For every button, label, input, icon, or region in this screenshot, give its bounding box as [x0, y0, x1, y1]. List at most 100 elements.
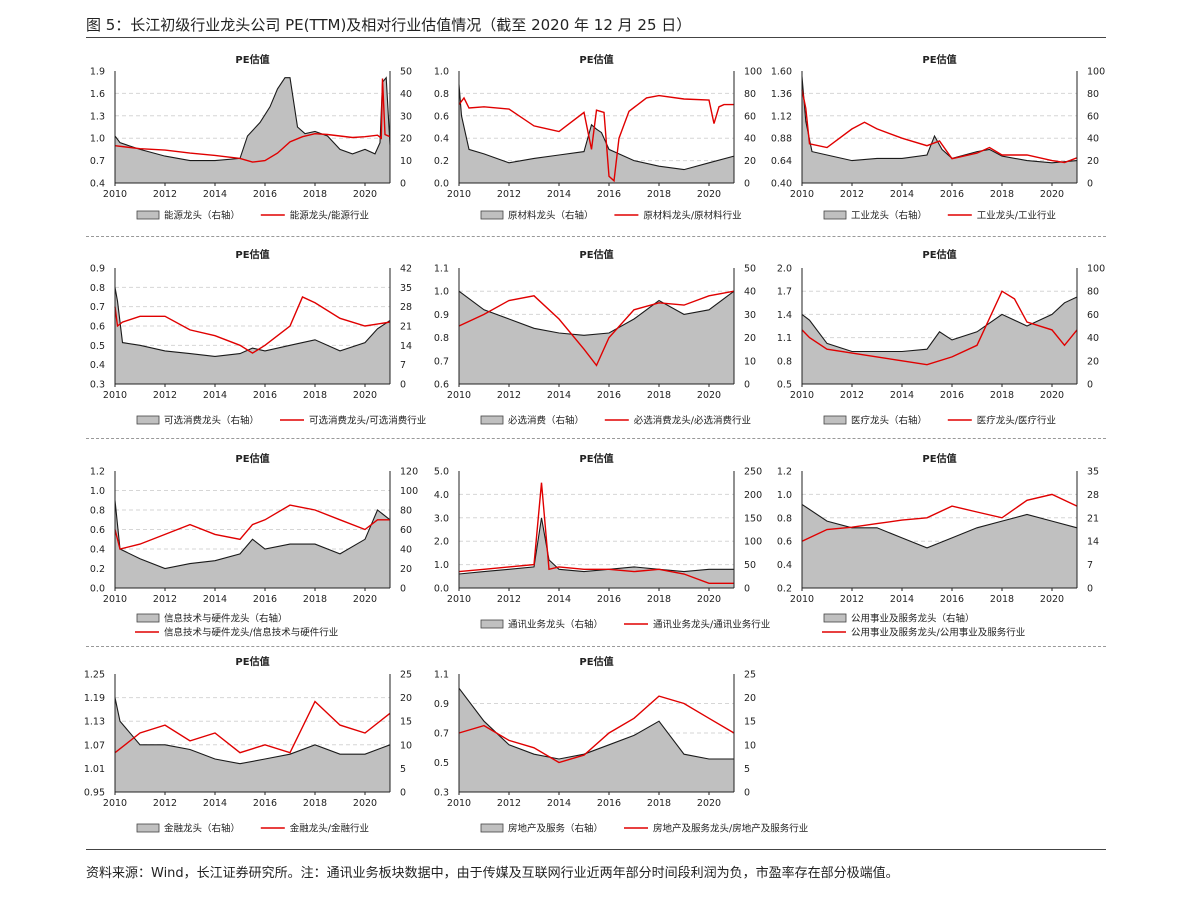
y-right-tick-label: 0	[744, 179, 750, 190]
y-left-tick-label: 1.01	[84, 764, 105, 775]
y-right-tick-label: 60	[1087, 310, 1099, 321]
y-left-tick-label: 1.60	[771, 67, 792, 78]
x-tick-label: 2016	[940, 390, 964, 401]
y-left-tick-label: 0.7	[90, 156, 105, 167]
legend-label: 可选消费龙头/可选消费行业	[309, 415, 426, 427]
y-right-tick-label: 40	[1087, 333, 1099, 344]
chart-panel: PE估值 0.6 0.7 0.8 0.9 1.0 1.1 0 10 20 30 40 50 2010 201…	[434, 248, 756, 427]
y-right-tick-label: 21	[1087, 513, 1099, 524]
legend-swatch-area	[136, 210, 160, 220]
y-right-tick-label: 10	[744, 740, 756, 751]
y-left-tick-label: 0.4	[90, 545, 105, 556]
y-left-tick-label: 0.8	[434, 89, 449, 100]
y-left-tick-label: 0.2	[777, 584, 792, 595]
y-right-tick-label: 100	[1087, 67, 1105, 78]
y-left-tick-label: 0.2	[434, 156, 449, 167]
y-left-tick-label: 3.0	[434, 513, 449, 524]
x-tick-label: 2010	[103, 594, 127, 605]
y-right-tick-label: 42	[400, 264, 412, 275]
y-left-tick-label: 0.6	[434, 380, 449, 391]
y-left-tick-label: 0.64	[771, 156, 792, 167]
y-right-tick-label: 28	[1087, 490, 1099, 501]
legend: 可选消费龙头（右轴） 可选消费龙头/可选消费行业	[136, 415, 426, 427]
y-left-tick-label: 0.40	[771, 179, 792, 190]
y-left-tick-label: 0.4	[434, 134, 449, 145]
series-ratio-line	[458, 482, 734, 584]
y-left-tick-label: 4.0	[434, 490, 449, 501]
y-left-tick-label: 0.3	[434, 788, 449, 799]
series-area-fill	[115, 500, 390, 588]
y-right-tick-label: 7	[400, 360, 406, 371]
y-right-tick-label: 25	[744, 670, 756, 681]
legend-swatch-area	[480, 210, 504, 220]
x-tick-label: 2012	[840, 390, 864, 401]
x-tick-label: 2018	[647, 390, 671, 401]
legend-label: 原材料龙头（右轴）	[508, 210, 594, 222]
x-tick-label: 2016	[940, 594, 964, 605]
series-area-line	[801, 296, 1078, 353]
x-tick-label: 2012	[153, 594, 177, 605]
chart-panel: PE估值 0.3 0.4 0.5 0.6 0.7 0.8 0.9 0 7 14 21 28 35 42 201…	[90, 248, 426, 427]
y-right-tick-label: 50	[744, 560, 756, 571]
x-tick-label: 2018	[647, 189, 671, 200]
y-left-tick-label: 0.2	[90, 564, 105, 575]
x-tick-label: 2016	[940, 189, 964, 200]
y-right-tick-label: 5	[744, 764, 750, 775]
y-left-tick-label: 1.25	[84, 670, 105, 681]
y-left-tick-label: 1.0	[434, 287, 449, 298]
y-right-tick-label: 80	[744, 89, 756, 100]
x-tick-label: 2020	[353, 189, 377, 200]
y-left-tick-label: 0.3	[90, 380, 105, 391]
y-right-tick-label: 0	[400, 179, 406, 190]
y-left-tick-label: 0.8	[777, 356, 792, 367]
x-tick-label: 2020	[1040, 594, 1064, 605]
legend-swatch-area	[480, 415, 504, 425]
legend-swatch-area	[136, 613, 160, 623]
y-right-tick-label: 10	[744, 356, 756, 367]
y-left-tick-label: 0.9	[90, 264, 105, 275]
y-right-tick-label: 150	[744, 513, 762, 524]
y-right-tick-label: 40	[744, 287, 756, 298]
legend-swatch-area	[480, 823, 504, 833]
legend-swatch-area	[823, 415, 847, 425]
x-tick-label: 2016	[597, 798, 621, 809]
y-right-tick-label: 100	[400, 486, 418, 497]
chart-title: PE估值	[922, 248, 956, 261]
x-tick-label: 2010	[103, 798, 127, 809]
series-ratio-line	[458, 94, 734, 183]
x-tick-label: 2014	[547, 594, 571, 605]
y-right-tick-label: 20	[400, 564, 412, 575]
legend-swatch-area	[136, 823, 160, 833]
y-right-tick-label: 10	[400, 740, 412, 751]
chart-panel: PE估值 0.40 0.64 0.88 1.12 1.36 1.60 0 20 40 60 80 100…	[771, 53, 1105, 222]
legend: 能源龙头（右轴） 能源龙头/能源行业	[136, 210, 369, 222]
chart-title: PE估值	[579, 248, 613, 261]
y-left-tick-label: 0.7	[434, 356, 449, 367]
legend-label: 通讯业务龙头/通讯业务行业	[653, 619, 770, 631]
y-left-tick-label: 1.0	[90, 134, 105, 145]
series-area-line	[458, 290, 735, 336]
legend-label: 原材料龙头/原材料行业	[643, 210, 741, 222]
figure-title: 图 5：长江初级行业龙头公司 PE(TTM)及相对行业估值情况（截至 2020 …	[86, 16, 692, 34]
y-right-tick-label: 80	[1087, 287, 1099, 298]
y-left-tick-label: 1.12	[771, 111, 792, 122]
y-right-tick-label: 80	[400, 506, 412, 517]
chart-title: PE估值	[235, 248, 269, 261]
y-left-tick-label: 0.7	[90, 302, 105, 313]
x-tick-label: 2020	[697, 798, 721, 809]
y-left-tick-label: 1.3	[90, 111, 105, 122]
series-area-line	[458, 687, 734, 760]
y-left-tick-label: 1.1	[434, 670, 449, 681]
y-right-tick-label: 20	[1087, 156, 1099, 167]
legend: 必选消费（右轴） 必选消费龙头/必选消费行业	[480, 415, 751, 427]
legend: 原材料龙头（右轴） 原材料龙头/原材料行业	[480, 210, 742, 222]
legend-label: 通讯业务龙头（右轴）	[508, 619, 603, 631]
x-tick-label: 2018	[303, 189, 327, 200]
series-ratio-line	[114, 700, 391, 754]
y-left-tick-label: 0.0	[434, 584, 449, 595]
chart-title: PE估值	[579, 655, 613, 668]
legend-label: 能源龙头（右轴）	[164, 210, 240, 222]
x-tick-label: 2012	[497, 594, 521, 605]
legend: 通讯业务龙头（右轴） 通讯业务龙头/通讯业务行业	[480, 619, 770, 631]
